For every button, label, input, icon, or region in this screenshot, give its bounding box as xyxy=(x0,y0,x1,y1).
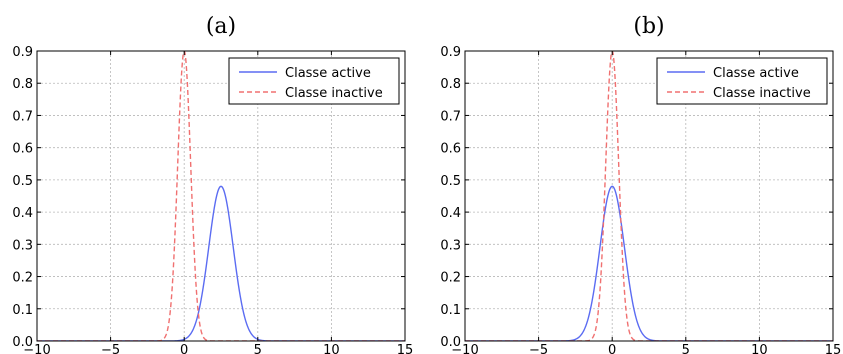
legend-label: Classe inactive xyxy=(713,86,811,101)
x-tick-label: −10 xyxy=(23,343,50,354)
plot-frame xyxy=(36,50,406,342)
y-tick-label: 0.9 xyxy=(12,45,33,60)
y-tick-label: 0.2 xyxy=(12,271,33,286)
legend-box xyxy=(656,57,828,105)
legend: Classe active Classe inactive xyxy=(228,57,400,105)
y-tick-label: 0.8 xyxy=(12,77,33,92)
legend-box xyxy=(228,57,400,105)
y-tick-label: 0.6 xyxy=(12,142,33,157)
y-tick-label: 0.4 xyxy=(12,206,33,221)
y-tick-label: 0.5 xyxy=(12,174,33,189)
y-tick-label: 0.2 xyxy=(440,271,461,286)
legend-label: Classe inactive xyxy=(285,86,383,101)
series-line-classe-active xyxy=(465,185,833,341)
y-tick-label: 0.4 xyxy=(440,206,461,221)
x-tick-label: 5 xyxy=(254,343,262,354)
y-tick-label: 0.1 xyxy=(12,303,33,318)
panel-a: (a) −10 −5 0 5 10 15 0.0 0.1 0.2 0.3 0.4 0.5 0.6 0.7 0.… xyxy=(12,14,413,354)
x-tick-label: −5 xyxy=(101,343,120,354)
x-tick-label: 15 xyxy=(397,343,414,354)
plot-frame xyxy=(464,50,834,342)
y-tick-label: 0.3 xyxy=(12,238,33,253)
y-tick-label: 0.9 xyxy=(440,45,461,60)
panel-b: (b) −10 −5 0 5 10 15 0.0 0.1 0.2 0.3 0.4 0.5 0.6 0.7 0.… xyxy=(440,14,841,354)
x-tick-label: 0 xyxy=(180,343,188,354)
x-tick-label: −5 xyxy=(529,343,548,354)
y-tick-label: 0.8 xyxy=(440,77,461,92)
x-tick-label: 10 xyxy=(751,343,768,354)
legend: Classe active Classe inactive xyxy=(656,57,828,105)
x-tick-label: 15 xyxy=(825,343,842,354)
y-tick-label: 0.7 xyxy=(440,109,461,124)
y-tick-label: 0.1 xyxy=(440,303,461,318)
y-tick-label: 0.3 xyxy=(440,238,461,253)
y-tick-label: 0.0 xyxy=(440,335,461,350)
panel-title: (b) xyxy=(633,14,664,39)
y-tick-label: 0.6 xyxy=(440,142,461,157)
x-tick-label: 0 xyxy=(608,343,616,354)
panel-title: (a) xyxy=(206,14,236,39)
legend-label: Classe active xyxy=(285,66,371,81)
x-tick-label: 10 xyxy=(323,343,340,354)
y-tick-label: 0.7 xyxy=(12,109,33,124)
x-tick-label: −10 xyxy=(451,343,478,354)
x-tick-label: 5 xyxy=(682,343,690,354)
legend-label: Classe active xyxy=(713,66,799,81)
series-line-classe-active xyxy=(37,185,405,341)
y-tick-label: 0.5 xyxy=(440,174,461,189)
y-tick-label: 0.0 xyxy=(12,335,33,350)
